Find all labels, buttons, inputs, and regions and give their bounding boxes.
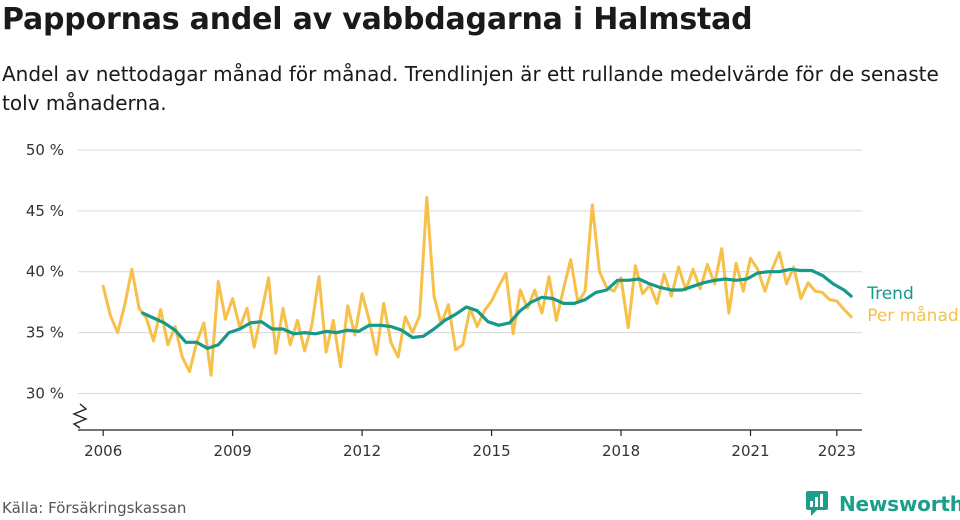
y-axis-break-icon <box>72 403 88 429</box>
x-tick-label: 2023 <box>818 442 856 460</box>
chart-subtitle: Andel av nettodagar månad för månad. Tre… <box>2 62 939 115</box>
x-tick-label: 2009 <box>214 442 252 460</box>
brand-logo: Newsworthy <box>805 490 960 518</box>
newsworthy-logo-icon <box>806 491 828 516</box>
y-tick-label: 30 % <box>26 384 64 402</box>
monthly-series-label: Per månad <box>867 305 958 326</box>
trend-series-label: Trend <box>866 284 914 304</box>
axes <box>72 403 862 431</box>
y-axis-ticks: 30 % 35 % 40 % 45 % 50 % <box>26 141 64 402</box>
brand-name: Newsworthy <box>839 492 960 516</box>
chart-title: Pappornas andel av vabbdagarna i Halmsta… <box>2 2 753 37</box>
y-tick-label: 40 % <box>26 263 64 281</box>
y-tick-label: 50 % <box>26 141 64 159</box>
x-tick-label: 2006 <box>84 442 122 460</box>
x-tick-label: 2021 <box>731 442 769 460</box>
x-tick-label: 2012 <box>343 442 381 460</box>
y-tick-label: 45 % <box>26 202 64 220</box>
monthly-line <box>101 196 853 377</box>
series-lines <box>101 196 853 377</box>
y-tick-label: 35 % <box>26 324 64 342</box>
x-tick-label: 2015 <box>472 442 510 460</box>
x-axis-ticks: 2006 2009 2012 2015 2018 2021 2023 <box>84 430 856 460</box>
x-tick-label: 2018 <box>602 442 640 460</box>
trend-line <box>141 267 853 350</box>
grid-lines <box>78 149 862 394</box>
source-note: Källa: Försäkringskassan <box>2 499 187 517</box>
